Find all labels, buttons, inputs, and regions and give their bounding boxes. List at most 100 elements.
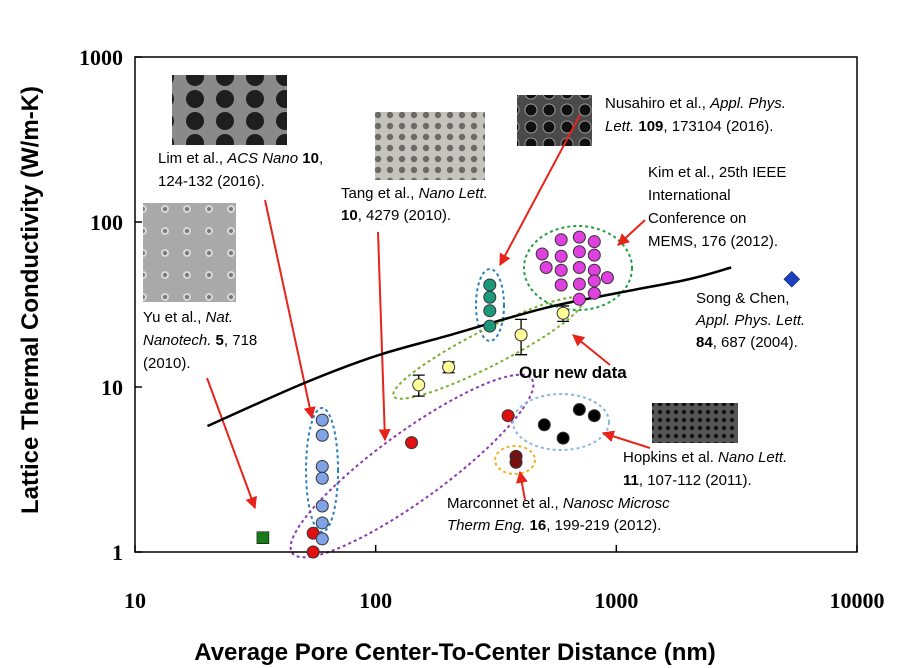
- marker: [555, 250, 567, 262]
- marker: [413, 379, 425, 391]
- annotation: International: [648, 187, 731, 204]
- annotation-text: Nanotech.: [143, 332, 216, 349]
- annotation-text: , 718: [224, 332, 257, 349]
- annotation-text: Nusahiro et al.,: [605, 95, 710, 112]
- marker: [573, 293, 585, 305]
- x-tick-label: 10000: [830, 588, 885, 613]
- marker: [588, 249, 600, 261]
- y-tick-label: 10: [101, 375, 123, 400]
- y-tick-label: 1: [112, 540, 123, 565]
- annotation: 84, 687 (2004).: [696, 334, 798, 351]
- annotation-text: , 199-219 (2012).: [546, 517, 661, 534]
- marker: [588, 287, 600, 299]
- marker: [557, 432, 569, 444]
- annotation: Appl. Phys. Lett.: [695, 312, 805, 329]
- annotation-text: , 173104 (2016).: [663, 118, 773, 135]
- annotation-text: Conference on: [648, 210, 746, 227]
- marker: [510, 456, 522, 468]
- marker: [540, 261, 552, 273]
- y-axis-label: Lattice Thermal Conductivity (W/m-K): [17, 86, 44, 514]
- marker: [784, 271, 800, 287]
- annotation-text: Tang et al.,: [341, 185, 419, 202]
- y-tick-label: 1000: [79, 45, 123, 70]
- annotation: Therm Eng. 16, 199-219 (2012).: [447, 517, 661, 534]
- arrow: [618, 220, 645, 245]
- annotation: (2010).: [143, 355, 191, 372]
- annotation-text: 16: [530, 517, 547, 534]
- marker: [601, 272, 613, 284]
- annotation-text: (2010).: [143, 355, 191, 372]
- marker: [316, 472, 328, 484]
- annotation-text: 109: [638, 118, 663, 135]
- annotation-text: , 4279 (2010).: [358, 207, 451, 224]
- marker: [257, 532, 269, 544]
- annotation-text: , 687 (2004).: [713, 334, 798, 351]
- model-curve: [207, 267, 731, 426]
- marker: [484, 320, 496, 332]
- marker: [484, 291, 496, 303]
- annotation: Hopkins et al. Nano Lett.: [623, 449, 787, 466]
- marker: [588, 236, 600, 248]
- marker: [484, 305, 496, 317]
- annotation-text: Appl. Phys. Lett.: [695, 312, 805, 329]
- marker: [573, 231, 585, 243]
- marker: [573, 246, 585, 258]
- page: {"chart_data": {"type": "scatter", "xlab…: [0, 0, 901, 668]
- annotation-text: Nat.: [206, 309, 234, 326]
- marker: [573, 278, 585, 290]
- marker: [555, 279, 567, 291]
- marker: [316, 460, 328, 472]
- x-tick-label: 10: [124, 588, 146, 613]
- marker: [588, 410, 600, 422]
- annotation-text: , 107-112 (2011).: [639, 472, 752, 489]
- annotation: 10, 4279 (2010).: [341, 207, 451, 224]
- annotation-text: Lett.: [605, 118, 638, 135]
- annotation-text: Song & Chen,: [696, 290, 789, 307]
- marker: [484, 279, 496, 291]
- annotation-text: Marconnet et al.,: [447, 495, 563, 512]
- x-tick-label: 100: [359, 588, 392, 613]
- annotation-text: Kim et al., 25th IEEE: [648, 164, 786, 181]
- annotation-text: Nano Lett.: [718, 449, 787, 466]
- marker: [538, 419, 550, 431]
- annotation-text: Appl. Phys.: [709, 95, 786, 112]
- annotation-text: 10: [298, 150, 319, 167]
- arrow: [207, 378, 255, 508]
- annotation: 11, 107-112 (2011).: [623, 472, 752, 489]
- marker: [502, 410, 514, 422]
- marker: [588, 275, 600, 287]
- inset-image: [172, 75, 287, 145]
- marker: [316, 500, 328, 512]
- annotation-text: 5: [216, 332, 224, 349]
- marker: [443, 361, 455, 373]
- annotation-text: Nano Lett.: [419, 185, 488, 202]
- annotation: Tang et al., Nano Lett.: [341, 185, 488, 202]
- arrow: [603, 433, 650, 448]
- annotation-text: 10: [341, 207, 358, 224]
- marker: [573, 404, 585, 416]
- annotation-text: Our new data: [519, 363, 627, 382]
- annotation-text: Therm Eng.: [447, 517, 530, 534]
- inset-image: [517, 95, 592, 146]
- x-tick-label: 1000: [594, 588, 638, 613]
- inset-image: [143, 203, 236, 302]
- arrow: [265, 200, 312, 418]
- marker: [316, 517, 328, 529]
- marker: [573, 261, 585, 273]
- marker: [555, 264, 567, 276]
- annotation: Lim et al., ACS Nano 10,: [158, 150, 323, 167]
- annotation: MEMS, 176 (2012).: [648, 233, 778, 250]
- annotation: Marconnet et al., Nanosc Microsc: [447, 495, 670, 512]
- annotation-text: ACS Nano: [226, 150, 298, 167]
- annotation: Yu et al., Nat.: [143, 309, 233, 326]
- marker: [536, 248, 548, 260]
- annotation-text: Lim et al.,: [158, 150, 227, 167]
- x-axis-label: Average Pore Center-To-Center Distance (…: [194, 639, 715, 666]
- annotation-text: 124-132 (2016).: [158, 173, 265, 190]
- annotation-text: Yu et al.,: [143, 309, 206, 326]
- annotation-text: International: [648, 187, 731, 204]
- arrow: [573, 335, 610, 365]
- annotation: 124-132 (2016).: [158, 173, 265, 190]
- annotation: Conference on: [648, 210, 746, 227]
- marker: [316, 533, 328, 545]
